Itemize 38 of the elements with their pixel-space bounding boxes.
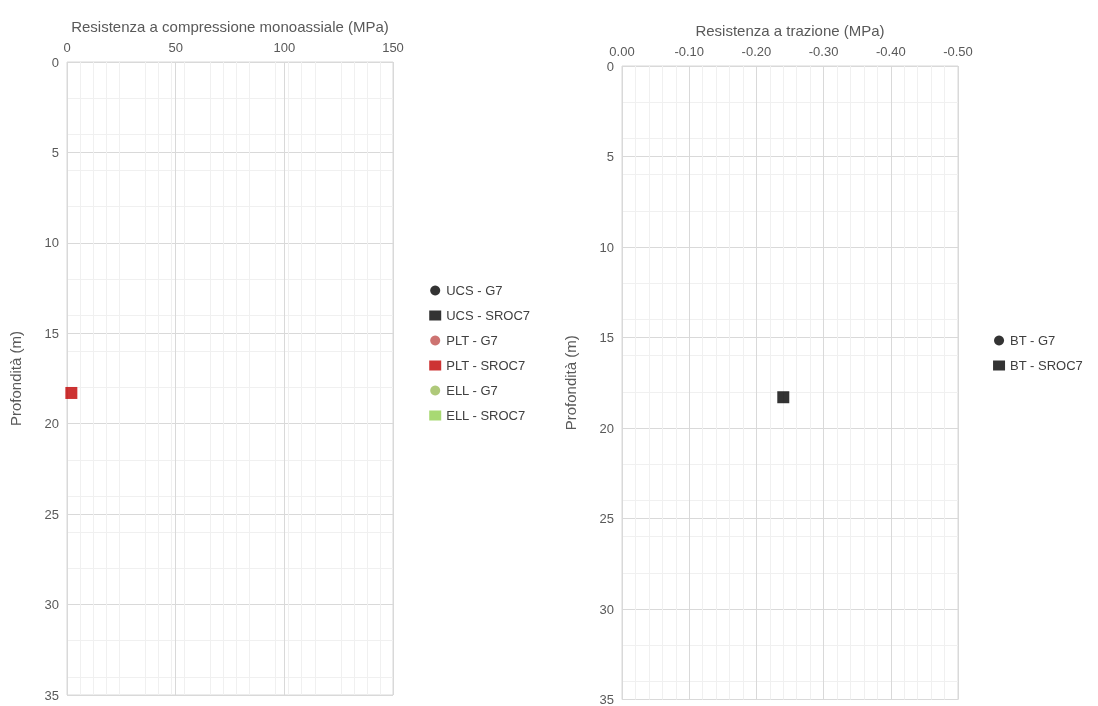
y-axis-title: Profondità (m) [562,335,579,431]
x-tick-label: -0.20 [741,44,772,59]
legend-label: ELL - G7 [446,383,498,398]
y-tick-label: 0 [51,54,59,70]
y-tick-label: 35 [599,692,614,706]
x-tick-label: -0.10 [674,44,705,59]
y-axis-title: Profondità (m) [7,330,24,427]
x-tick-label: -0.30 [808,44,839,59]
x-tick-label: 50 [168,40,183,55]
legend-label: PLT - G7 [446,333,498,348]
x-axis-title: Resistenza a trazione (MPa) [695,22,885,39]
y-tick-label: 15 [599,330,614,345]
y-tick-label: 20 [599,420,614,436]
legend-label: PLT - SROC7 [446,358,526,373]
y-tick-label: 20 [44,416,59,432]
y-tick-label: 15 [44,325,59,341]
y-tick-label: 25 [599,511,614,526]
y-tick-label: 10 [599,239,614,255]
legend-label: UCS - SROC7 [446,308,531,323]
legend-label: ELL - SROC7 [446,408,526,423]
y-tick-label: 30 [44,597,59,613]
x-axis-title: Resistenza a compressione monoassiale (MPa) [71,18,389,35]
y-tick-label: 0 [606,58,614,74]
legend-label: UCS - G7 [446,283,503,298]
x-tick-label: -0.50 [943,44,973,59]
y-tick-label: 10 [44,235,59,251]
y-tick-label: 35 [44,687,59,703]
x-tick-label: -0.40 [875,44,906,59]
y-tick-label: 25 [44,506,59,522]
y-tick-label: 30 [599,601,614,617]
legend-label: BT - SROC7 [1010,358,1083,373]
y-tick-label: 5 [606,149,614,164]
x-tick-label: 0.00 [609,44,635,59]
x-tick-label: 0 [63,40,71,55]
x-tick-label: 100 [273,40,296,55]
y-tick-label: 5 [51,144,59,160]
legend-label: BT - G7 [1010,333,1056,348]
x-tick-label: 150 [382,40,404,55]
